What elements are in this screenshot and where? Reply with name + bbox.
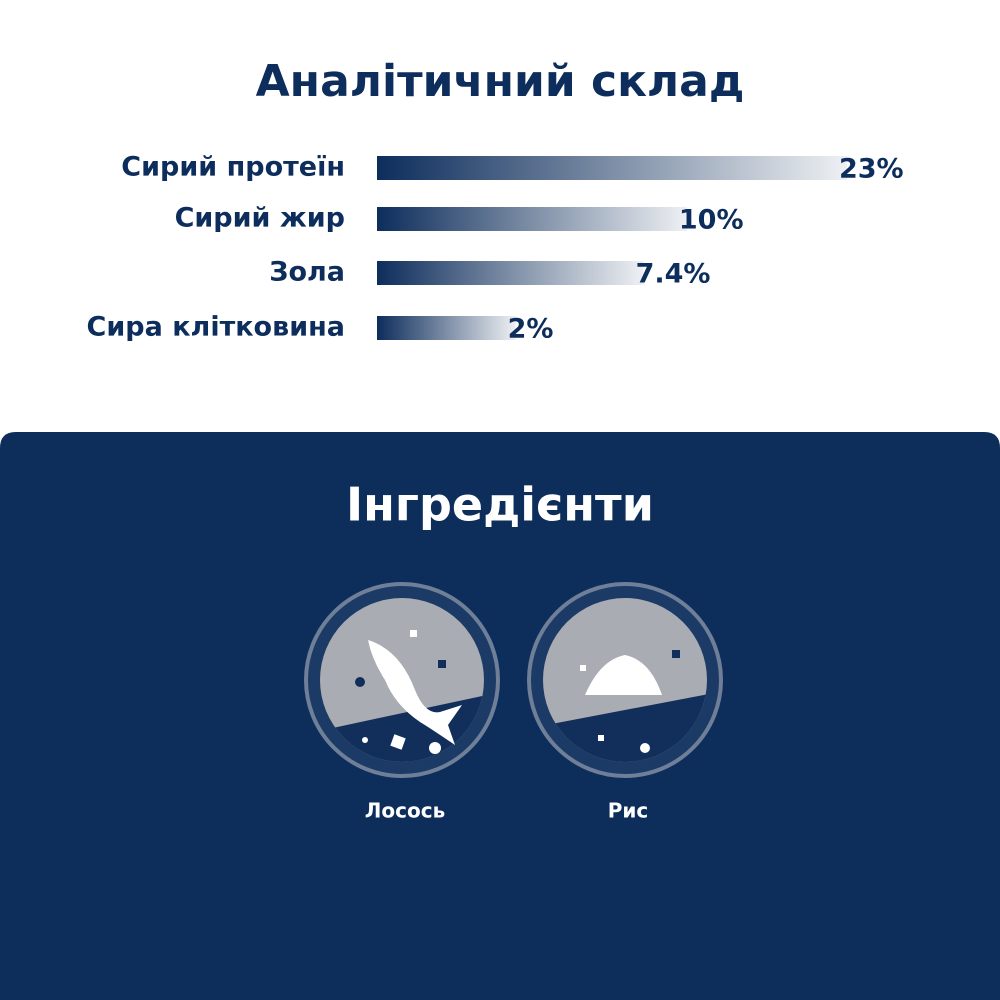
value-label: 10% (679, 205, 744, 236)
value-label: 23% (839, 154, 904, 185)
bar (377, 316, 516, 340)
ingredient-label: Лосось (365, 799, 445, 823)
ingredient-label: Рис (608, 799, 649, 823)
value-label: 7.4% (636, 259, 711, 290)
value-label: 2% (508, 314, 554, 345)
bar-chart: Сирий протеїн 23% Сирий жир 10% Зола 7.4% Сира… (87, 152, 904, 345)
chart-title: Аналітичний склад (256, 56, 745, 107)
category-label: Сирий жир (175, 203, 345, 234)
ingredients-panel (0, 432, 1000, 1000)
salmon-icon (304, 582, 500, 778)
category-label: Сирий протеїн (121, 152, 345, 183)
rice-icon (527, 582, 723, 778)
bar (377, 261, 644, 285)
category-label: Сира клітковина (87, 312, 345, 343)
category-label: Зола (269, 257, 345, 288)
ingredients-title: Інгредієнти (346, 478, 654, 532)
bar (377, 156, 847, 180)
bar (377, 207, 687, 231)
